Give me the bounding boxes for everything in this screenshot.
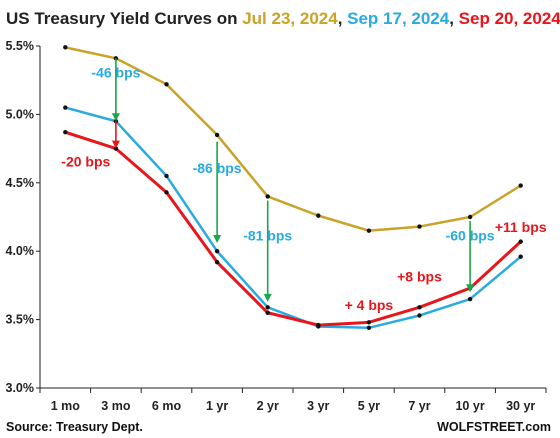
data-point: [366, 320, 372, 325]
change-arrow-head: [466, 284, 475, 293]
data-point: [164, 173, 169, 179]
x-tick-label: 30 yr: [506, 399, 535, 413]
annotation-label: -86 bps: [193, 160, 242, 176]
series-line-1: [64, 106, 522, 330]
annotation-label: -60 bps: [446, 227, 495, 243]
data-point: [265, 194, 270, 199]
data-point: [518, 239, 523, 244]
change-arrow-head: [111, 140, 120, 149]
data-point: [417, 224, 422, 229]
y-tick-label: 3.5%: [6, 313, 35, 327]
data-point: [467, 296, 473, 302]
data-point: [214, 249, 220, 254]
y-tick-label: 5.0%: [6, 107, 35, 121]
title-part-4: Sep 20, 2024: [459, 9, 560, 28]
data-point: [467, 214, 473, 220]
y-tick-label: 5.5%: [6, 39, 35, 53]
x-tick-label: 2 yr: [257, 399, 279, 413]
y-tick-label: 4.0%: [6, 244, 35, 258]
annotation-label: + 4 bps: [345, 297, 394, 313]
title-prefix: US Treasury Yield Curves on: [6, 9, 242, 28]
title-part-0: Jul 23, 2024: [242, 9, 338, 28]
data-point: [113, 146, 119, 151]
data-point: [518, 254, 523, 259]
annotations: -46 bps -20 bps -86 bps -81 bps -60 bps + 4 b…: [61, 64, 546, 313]
data-point: [265, 310, 270, 315]
series-lines: [63, 45, 523, 331]
chart-title: US Treasury Yield Curves on Jul 23, 2024…: [6, 9, 560, 28]
series-line-0: [65, 46, 522, 232]
data-point: [63, 105, 68, 110]
data-point: [518, 183, 523, 188]
title-part-2: Sep 17, 2024: [347, 9, 450, 28]
x-tick-label: 7 yr: [408, 399, 430, 413]
annotation-label: -81 bps: [243, 227, 292, 243]
data-point: [417, 305, 422, 310]
data-point: [265, 305, 270, 310]
annotation-label: +8 bps: [397, 268, 442, 284]
source-note: Source: Treasury Dept.: [6, 420, 143, 434]
data-point: [366, 325, 372, 331]
annotation-label: -46 bps: [91, 64, 140, 80]
data-point: [316, 322, 321, 328]
data-point: [214, 259, 220, 265]
change-arrow-head: [263, 293, 272, 302]
y-tick-label: 4.5%: [6, 176, 35, 190]
data-point: [214, 132, 220, 138]
change-arrow-head: [213, 234, 222, 243]
x-tick-label: 3 yr: [307, 399, 329, 413]
series-line-2: [64, 130, 522, 327]
credit-note: WOLFSTREET.com: [437, 420, 551, 434]
change-arrows: [111, 58, 475, 302]
data-point: [164, 190, 169, 195]
data-point: [366, 228, 372, 233]
x-tick-label: 5 yr: [358, 399, 380, 413]
annotation-label: +11 bps: [495, 219, 547, 235]
data-point: [316, 213, 321, 218]
title-part-3: ,: [449, 9, 458, 28]
x-tick-label: 1 mo: [51, 399, 81, 413]
x-tick-label: 3 mo: [101, 399, 131, 413]
x-tick-label: 6 mo: [152, 399, 182, 413]
x-tick-label: 1 yr: [206, 399, 228, 413]
data-point: [417, 313, 422, 318]
title-part-1: ,: [338, 9, 347, 28]
x-tick-label: 10 yr: [455, 399, 484, 413]
change-arrow-head: [111, 113, 120, 122]
y-tick-label: 3.0%: [6, 381, 35, 395]
data-point: [63, 45, 68, 50]
data-point: [164, 82, 169, 87]
data-point: [63, 129, 68, 135]
annotation-label: -20 bps: [61, 153, 110, 169]
axes: 3.0% 3.5% 4.0% 4.5% 5.0% 5.5% 1 mo 3 mo 6 mo 1 yr…: [6, 39, 547, 413]
